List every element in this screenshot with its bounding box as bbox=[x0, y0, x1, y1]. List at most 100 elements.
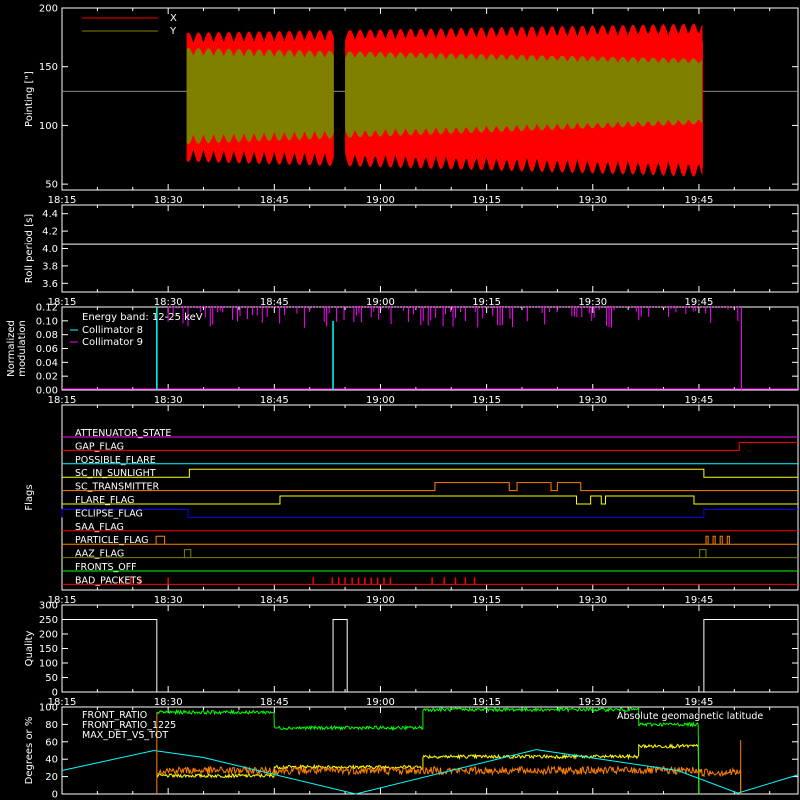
x-tick-label: 19:30 bbox=[578, 297, 607, 308]
x-tick-label: 18:15 bbox=[48, 297, 77, 308]
flag-label: ATTENUATOR_STATE bbox=[75, 428, 171, 439]
ratio-series bbox=[156, 706, 700, 795]
pointing-band-y bbox=[186, 48, 334, 145]
y-tick-label: 100 bbox=[39, 121, 58, 132]
y-tick-label: 3.8 bbox=[42, 261, 58, 272]
flag-pulse bbox=[726, 535, 730, 545]
legend-label: FRONT_RATIO_1225 bbox=[82, 720, 176, 731]
energy-band-label: Energy band: 12-25 keV bbox=[82, 312, 203, 323]
quality-trace bbox=[62, 619, 798, 693]
x-tick-label: 19:45 bbox=[685, 297, 714, 308]
x-tick-label: 19:45 bbox=[685, 595, 714, 606]
y-tick-label: 50 bbox=[45, 180, 58, 191]
x-tick-label: 19:30 bbox=[578, 697, 607, 708]
flag-label: SC_IN_SUNLIGHT bbox=[75, 468, 156, 479]
x-tick-label: 18:45 bbox=[260, 297, 289, 308]
flag-pulse bbox=[183, 549, 192, 558]
panel-frame bbox=[61, 404, 799, 591]
y-tick-label: 3.6 bbox=[42, 279, 58, 290]
flag-label: FLARE_FLAG bbox=[75, 495, 135, 506]
x-tick-label: 19:15 bbox=[472, 697, 501, 708]
modulation-panel: 18:15 18:30 18:45 19:00 19:15 19:30 19:45 0.00 0… bbox=[6, 303, 799, 406]
ratio-series bbox=[61, 749, 799, 795]
flag-label: PARTICLE_FLAG bbox=[75, 535, 148, 546]
x-tick-label: 19:45 bbox=[685, 697, 714, 708]
y-tick-label: 4.0 bbox=[42, 244, 58, 255]
y-tick-label: 50 bbox=[45, 673, 58, 684]
x-tick-label: 19:30 bbox=[578, 195, 607, 206]
legend-label: X bbox=[170, 13, 177, 24]
flag-trace bbox=[62, 482, 798, 492]
flag-label: ECLIPSE_FLAG bbox=[75, 508, 143, 519]
y-axis-label: Roll period [s] bbox=[24, 214, 35, 283]
x-tick-label: 18:45 bbox=[260, 395, 289, 406]
x-tick-label: 19:00 bbox=[366, 697, 395, 708]
x-tick-label: 18:30 bbox=[154, 697, 183, 708]
flag-pulse bbox=[719, 535, 723, 545]
flag-trace bbox=[62, 495, 798, 505]
ratio-series bbox=[156, 743, 700, 795]
y-tick-label: 60 bbox=[45, 737, 58, 748]
ratios-panel: 18:1518:3018:4519:0019:1519:3019:4502040… bbox=[24, 703, 799, 800]
legend-label: Collimator 8 bbox=[82, 325, 143, 336]
flag-label: GAP_FLAG bbox=[75, 441, 124, 452]
x-tick-label: 18:15 bbox=[48, 195, 77, 206]
y-tick-label: 80 bbox=[45, 720, 58, 731]
legend-label: MAX_DET_VS_TOT bbox=[82, 730, 168, 741]
pointing-band-y bbox=[345, 51, 703, 138]
y-tick-label: 100 bbox=[39, 659, 58, 670]
y-axis-label: Normalized bbox=[6, 320, 17, 377]
x-tick-label: 19:15 bbox=[472, 297, 501, 308]
y-tick-label: 150 bbox=[39, 644, 58, 655]
y-axis-label: Pointing ["] bbox=[24, 71, 35, 127]
y-tick-label: 100 bbox=[39, 703, 58, 714]
flag-label: BAD_PACKETS bbox=[75, 575, 142, 586]
x-tick-label: 19:15 bbox=[472, 195, 501, 206]
flag-pulse bbox=[155, 535, 166, 545]
x-tick-label: 19:45 bbox=[685, 195, 714, 206]
flag-label: AAZ_FLAG bbox=[75, 549, 124, 560]
y-tick-label: 20 bbox=[45, 772, 58, 783]
flag-label: FRONTS_OFF bbox=[75, 562, 137, 573]
flag-trace bbox=[62, 468, 798, 478]
panel-frame bbox=[61, 7, 799, 191]
y-tick-label: 0 bbox=[52, 790, 58, 800]
legend-label: Absolute geomagnetic latitude bbox=[617, 711, 763, 722]
flag-label: POSSIBLE_FLARE bbox=[75, 455, 156, 466]
x-tick-label: 19:00 bbox=[366, 195, 395, 206]
y-tick-label: 250 bbox=[39, 615, 58, 626]
flag-pulse bbox=[705, 535, 709, 545]
x-tick-label: 19:15 bbox=[472, 595, 501, 606]
flag-label: SC_TRANSMITTER bbox=[75, 482, 160, 493]
y-tick-label: 0.06 bbox=[36, 344, 58, 355]
ratio-series bbox=[156, 764, 742, 795]
roll-period-panel: 18:15 18:30 18:45 19:00 19:15 19:30 19:45 3.6 3.… bbox=[24, 204, 799, 308]
y-tick-label: 150 bbox=[39, 62, 58, 73]
y-tick-label: 0.08 bbox=[36, 330, 58, 341]
x-tick-label: 19:45 bbox=[685, 395, 714, 406]
legend-label: FRONT_RATIO bbox=[82, 710, 147, 721]
y-axis-label: Flags bbox=[24, 484, 35, 510]
x-tick-label: 19:30 bbox=[578, 595, 607, 606]
x-tick-label: 19:15 bbox=[472, 395, 501, 406]
y-tick-label: 4.2 bbox=[42, 227, 58, 238]
y-axis-label: Quality bbox=[24, 631, 35, 667]
y-tick-label: 40 bbox=[45, 755, 58, 766]
x-tick-label: 18:30 bbox=[154, 297, 183, 308]
x-tick-label: 19:00 bbox=[366, 395, 395, 406]
y-tick-label: 0.10 bbox=[36, 316, 58, 327]
x-tick-label: 18:45 bbox=[260, 595, 289, 606]
y-axis-label: modulation bbox=[17, 320, 28, 377]
flag-trace bbox=[62, 441, 798, 451]
flag-trace bbox=[61, 508, 798, 518]
x-tick-label: 18:15 bbox=[48, 595, 77, 606]
y-tick-label: 0.04 bbox=[36, 358, 58, 369]
x-tick-label: 18:15 bbox=[48, 395, 77, 406]
x-tick-label: 18:30 bbox=[154, 195, 183, 206]
flag-pulse bbox=[699, 549, 707, 558]
x-tick-label: 18:30 bbox=[154, 395, 183, 406]
y-tick-label: 200 bbox=[39, 630, 58, 641]
x-tick-label: 18:15 bbox=[48, 697, 77, 708]
panel-frame bbox=[61, 706, 799, 795]
legend-label: Y bbox=[169, 26, 177, 37]
